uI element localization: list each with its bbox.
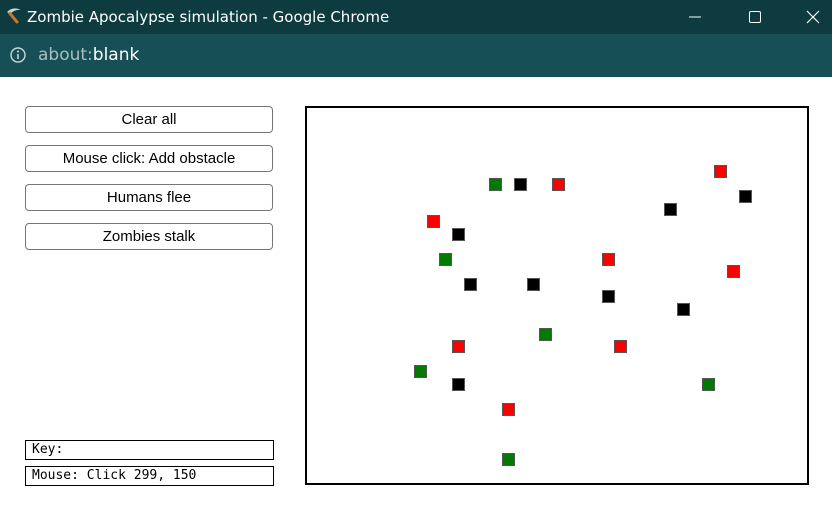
url-scheme: about: <box>38 45 93 65</box>
zombie-marker <box>714 165 727 178</box>
url-host: blank <box>92 45 140 65</box>
close-button[interactable] <box>790 0 832 34</box>
human-marker <box>414 365 427 378</box>
human-marker <box>439 253 452 266</box>
window-title: Zombie Apocalypse simulation - Google Ch… <box>27 8 390 26</box>
info-icon[interactable] <box>9 46 27 64</box>
zombie-marker <box>727 265 740 278</box>
obstacle-marker <box>739 190 752 203</box>
human-marker <box>539 328 552 341</box>
maximize-icon <box>749 11 761 23</box>
zombie-marker <box>427 215 440 228</box>
obstacle-marker <box>452 228 465 241</box>
minimize-icon <box>689 16 701 18</box>
obstacle-marker <box>527 278 540 291</box>
title-bar: Zombie Apocalypse simulation - Google Ch… <box>0 0 832 34</box>
obstacle-marker <box>602 290 615 303</box>
humans-flee-button[interactable]: Humans flee <box>25 184 273 211</box>
zombie-marker <box>602 253 615 266</box>
key-readout: Key: <box>25 440 274 460</box>
zombie-marker <box>452 340 465 353</box>
pickaxe-icon <box>4 6 24 26</box>
obstacle-marker <box>677 303 690 316</box>
minimize-button[interactable] <box>672 0 718 34</box>
zombie-marker <box>614 340 627 353</box>
human-marker <box>489 178 502 191</box>
mouse-readout: Mouse: Click 299, 150 <box>25 466 274 486</box>
address-bar: about:blank <box>0 34 832 77</box>
url-text[interactable]: about:blank <box>38 45 139 65</box>
obstacle-marker <box>452 378 465 391</box>
human-marker <box>502 453 515 466</box>
zombie-marker <box>502 403 515 416</box>
obstacle-marker <box>514 178 527 191</box>
clear-all-button[interactable]: Clear all <box>25 106 273 133</box>
mouse-click-mode-button[interactable]: Mouse click: Add obstacle <box>25 145 273 172</box>
obstacle-marker <box>464 278 477 291</box>
maximize-button[interactable] <box>732 0 778 34</box>
close-icon <box>806 10 820 24</box>
human-marker <box>702 378 715 391</box>
zombie-marker <box>552 178 565 191</box>
obstacle-marker <box>664 203 677 216</box>
simulation-canvas[interactable] <box>305 106 809 485</box>
zombies-stalk-button[interactable]: Zombies stalk <box>25 223 273 250</box>
